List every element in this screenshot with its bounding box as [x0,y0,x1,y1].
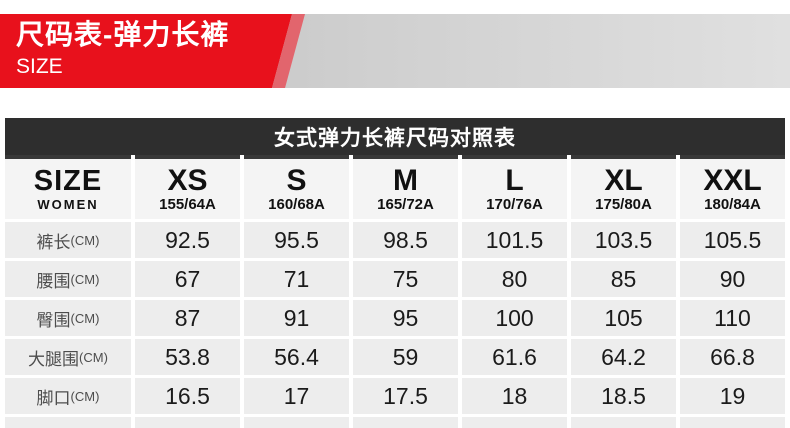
size-spec: 175/80A [595,196,652,213]
value-cell: 17 [244,378,349,414]
row-label-waist: 腰围 (CM) [5,261,131,297]
table-title: 女式弹力长裤尺码对照表 [5,118,785,155]
banner-red-shape [0,14,292,88]
size-name: XS [167,164,208,197]
value-cell: 75 [353,261,458,297]
corner-women-label: WOMEN [37,197,99,212]
value-cell: 66.8 [680,339,785,375]
row-label-pants-length: 裤长 (CM) [5,222,131,258]
row-unit-text: (CM) [70,388,100,404]
size-table: SIZE WOMEN XS 155/64A S 160/68A M 165/72… [5,155,785,428]
corner-size-label: SIZE [33,165,103,197]
value-cell: 56.4 [244,339,349,375]
value-cell: 53.8 [135,339,240,375]
size-name: S [286,164,307,197]
size-spec: 180/84A [704,196,761,213]
value-cell: 59 [353,339,458,375]
value-cell: 90 [680,261,785,297]
value-cell: 100 [462,300,567,336]
row-unit-text: (CM) [70,271,100,287]
column-header-l: L 170/76A [462,155,567,219]
banner-text-block: 尺码表-弹力长裤 SIZE [16,18,229,80]
value-cell: 61.6 [462,339,567,375]
value-cell: 95 [353,300,458,336]
header-banner: 尺码表-弹力长裤 SIZE [0,14,790,88]
value-cell: 87 [135,300,240,336]
row-label-text: 大腿围 [28,349,80,369]
column-header-xs: XS 155/64A [135,155,240,219]
row-label-text: 脚口 [36,388,71,408]
value-cell: 105.5 [680,222,785,258]
value-cell: 105 [571,300,676,336]
cutoff-row-cell [135,417,240,428]
cutoff-row-cell [571,417,676,428]
row-label-text: 臀围 [36,310,71,330]
cutoff-row-cell [462,417,567,428]
size-name: XXL [703,164,762,197]
column-header-m: M 165/72A [353,155,458,219]
cutoff-row-cell [5,417,131,428]
row-unit-text: (CM) [70,310,100,326]
size-spec: 160/68A [268,196,325,213]
value-cell: 91 [244,300,349,336]
value-cell: 95.5 [244,222,349,258]
value-cell: 18 [462,378,567,414]
value-cell: 103.5 [571,222,676,258]
value-cell: 17.5 [353,378,458,414]
value-cell: 92.5 [135,222,240,258]
row-label-text: 裤长 [36,232,71,252]
size-spec: 170/76A [486,196,543,213]
banner-title: 尺码表-弹力长裤 [16,19,230,50]
cutoff-row-cell [353,417,458,428]
row-label-leg-opening: 脚口 (CM) [5,378,131,414]
column-header-s: S 160/68A [244,155,349,219]
value-cell: 80 [462,261,567,297]
cutoff-row-cell [244,417,349,428]
size-name: L [505,164,524,197]
size-table-section: 女式弹力长裤尺码对照表 SIZE WOMEN XS 155/64A S 160/… [5,118,785,428]
value-cell: 101.5 [462,222,567,258]
cutoff-row-cell [680,417,785,428]
value-cell: 16.5 [135,378,240,414]
column-header-xl: XL 175/80A [571,155,676,219]
value-cell: 71 [244,261,349,297]
size-name: XL [604,164,643,197]
value-cell: 98.5 [353,222,458,258]
row-label-text: 腰围 [36,271,71,291]
size-spec: 165/72A [377,196,434,213]
row-label-hip: 臀围 (CM) [5,300,131,336]
value-cell: 110 [680,300,785,336]
size-spec: 155/64A [159,196,216,213]
column-header-xxl: XXL 180/84A [680,155,785,219]
row-label-thigh: 大腿围 (CM) [5,339,131,375]
banner-subtitle: SIZE [16,55,63,78]
value-cell: 67 [135,261,240,297]
value-cell: 64.2 [571,339,676,375]
size-name: M [393,164,418,197]
row-unit-text: (CM) [70,232,100,248]
corner-header-cell: SIZE WOMEN [5,155,131,219]
value-cell: 19 [680,378,785,414]
value-cell: 85 [571,261,676,297]
row-unit-text: (CM) [79,349,108,365]
value-cell: 18.5 [571,378,676,414]
